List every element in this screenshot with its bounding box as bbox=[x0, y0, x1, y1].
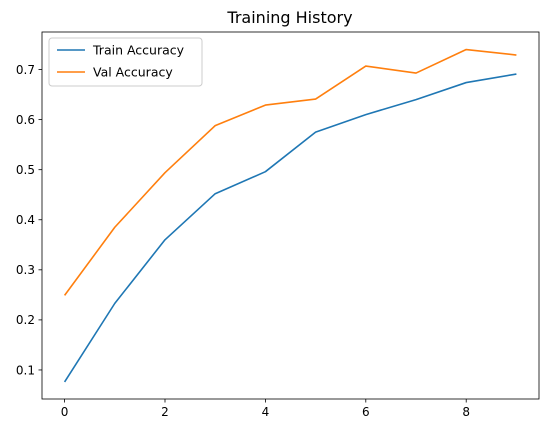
y-tick-label: 0.3 bbox=[16, 263, 35, 277]
y-tick-label: 0.5 bbox=[16, 163, 35, 177]
x-tick-label: 6 bbox=[362, 405, 370, 419]
x-tick-label: 0 bbox=[61, 405, 69, 419]
y-tick-label: 0.7 bbox=[16, 63, 35, 77]
legend-label: Val Accuracy bbox=[93, 65, 173, 80]
legend: Train Accuracy Val Accuracy bbox=[48, 37, 203, 87]
axes-frame bbox=[41, 31, 540, 400]
legend-label: Train Accuracy bbox=[92, 43, 185, 58]
chart-title: Training History bbox=[226, 8, 352, 27]
y-tick-label: 0.1 bbox=[16, 363, 35, 377]
legend-box bbox=[48, 37, 203, 87]
y-tick-label: 0.2 bbox=[16, 313, 35, 327]
series-line-val-accuracy bbox=[63, 48, 517, 296]
y-tick-label: 0.6 bbox=[16, 113, 35, 127]
plot-area: 0 2 4 6 8 0.1 0.2 0.3 0.4 0.5 0.6 0.7 bbox=[16, 31, 540, 419]
y-tick-label: 0.4 bbox=[16, 213, 35, 227]
x-tick-label: 2 bbox=[161, 405, 169, 419]
series-line-train-accuracy bbox=[63, 73, 517, 383]
x-tick-label: 8 bbox=[462, 405, 470, 419]
x-tick-label: 4 bbox=[262, 405, 270, 419]
